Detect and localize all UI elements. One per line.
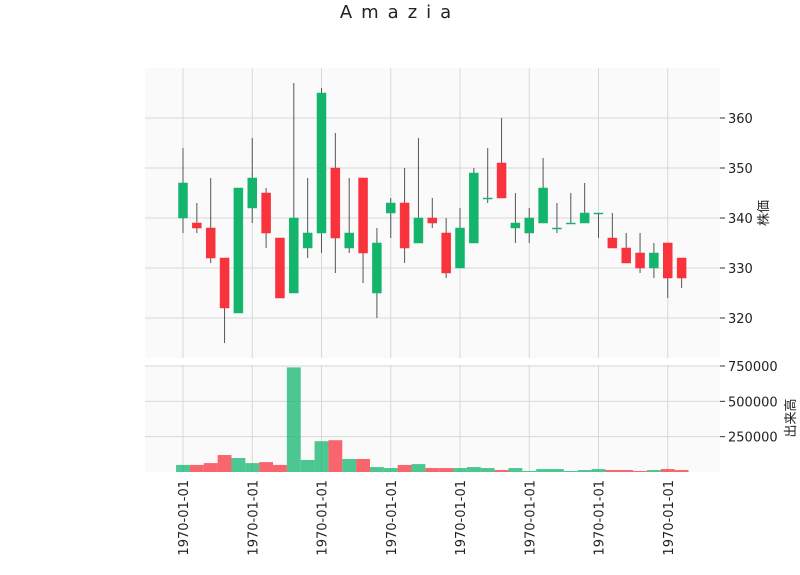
x-tick-label: 1970-01-01 — [316, 480, 331, 556]
volume-bar — [189, 464, 204, 472]
volume-bar — [453, 468, 467, 472]
volume-bar — [605, 470, 620, 472]
candle-body — [205, 227, 216, 259]
volume-bar — [176, 464, 190, 472]
volume-bar — [522, 471, 537, 472]
candle-body — [524, 217, 534, 234]
candle-body — [676, 257, 687, 279]
x-tick-label: 1970-01-01 — [177, 480, 192, 556]
candle-body — [538, 187, 548, 224]
volume-bar — [439, 468, 454, 472]
candle-body — [344, 232, 354, 249]
volume-axis-label: 出来高 — [783, 398, 799, 437]
candle-body — [455, 227, 465, 269]
volume-bar — [273, 464, 287, 472]
candle-body — [510, 222, 521, 229]
y-tick-label: 250000 — [728, 431, 778, 446]
volume-bar — [342, 458, 357, 472]
y-tick-label: 500000 — [728, 395, 778, 410]
volume-bar — [577, 470, 592, 472]
x-tick-label: 1970-01-01 — [662, 480, 677, 556]
volume-bar — [591, 469, 606, 472]
volume-bar — [646, 470, 661, 472]
candle-body — [427, 217, 438, 224]
volume-bar — [411, 464, 426, 472]
y-tick-label: 320 — [728, 312, 753, 327]
candle-body — [192, 222, 202, 229]
volume-panel — [145, 365, 720, 472]
candle-body — [663, 242, 673, 279]
candle-body — [469, 172, 479, 244]
chart-title: Amazia — [340, 2, 460, 23]
volume-bar — [425, 468, 440, 472]
volume-bar — [397, 464, 412, 472]
x-tick-label: 1970-01-01 — [454, 480, 469, 556]
volume-bar — [217, 455, 232, 472]
candle-body — [330, 167, 341, 239]
volume-bar — [369, 467, 384, 472]
x-tick-label: 1970-01-01 — [593, 480, 608, 556]
volume-bar — [494, 470, 509, 472]
volume-bar — [328, 440, 343, 472]
y-tick-label: 360 — [728, 112, 753, 127]
volume-bar — [245, 463, 260, 472]
candle-body — [635, 252, 645, 269]
candle-body — [219, 257, 230, 309]
volume-bar — [383, 468, 398, 472]
volume-bar — [300, 459, 315, 472]
x-tick-label: 1970-01-01 — [385, 480, 400, 556]
y-tick-label: 350 — [728, 162, 753, 177]
volume-bar — [674, 470, 689, 472]
volume-bar — [480, 468, 495, 472]
candle-body — [579, 212, 590, 224]
volume-bar — [633, 471, 647, 472]
candle-body — [649, 252, 659, 269]
candle-body — [482, 197, 493, 200]
candle-body — [413, 217, 424, 244]
volume-bar — [550, 469, 564, 472]
candle-body — [358, 177, 368, 254]
candle-body — [302, 232, 313, 249]
volume-bar — [508, 468, 523, 472]
x-tick-label: 1970-01-01 — [246, 480, 261, 556]
candle-body — [441, 232, 451, 274]
volume-bar — [231, 458, 246, 472]
candle-body — [247, 177, 257, 209]
candle-body — [289, 217, 299, 294]
candle-body — [607, 237, 618, 249]
volume-bar — [466, 467, 481, 472]
candle-body — [316, 92, 327, 234]
y-tick-label: 340 — [728, 212, 753, 227]
y-tick-label: 330 — [728, 262, 753, 277]
volume-bar — [286, 367, 301, 472]
y-tick-label: 750000 — [728, 360, 778, 375]
candle-body — [386, 202, 396, 214]
volume-bar — [356, 458, 370, 472]
volume-bar — [563, 471, 578, 472]
volume-bar — [314, 441, 329, 472]
candle-body — [399, 202, 410, 249]
candle-body — [372, 242, 382, 294]
candle-body — [496, 162, 507, 199]
volume-bar — [660, 469, 675, 472]
candle-body — [178, 182, 188, 219]
candle-body — [275, 237, 285, 299]
volume-bar — [203, 463, 218, 472]
y-axis-label: 株価 — [757, 200, 772, 226]
volume-bar — [619, 470, 634, 472]
candle-body — [593, 212, 604, 215]
candle-body — [566, 222, 576, 225]
candle-body — [552, 227, 562, 230]
candle-body — [233, 187, 244, 314]
candle-body — [621, 247, 631, 264]
volume-bar — [259, 462, 274, 472]
candle-body — [261, 192, 271, 234]
x-tick-label: 1970-01-01 — [523, 480, 538, 556]
volume-bar — [536, 469, 551, 472]
